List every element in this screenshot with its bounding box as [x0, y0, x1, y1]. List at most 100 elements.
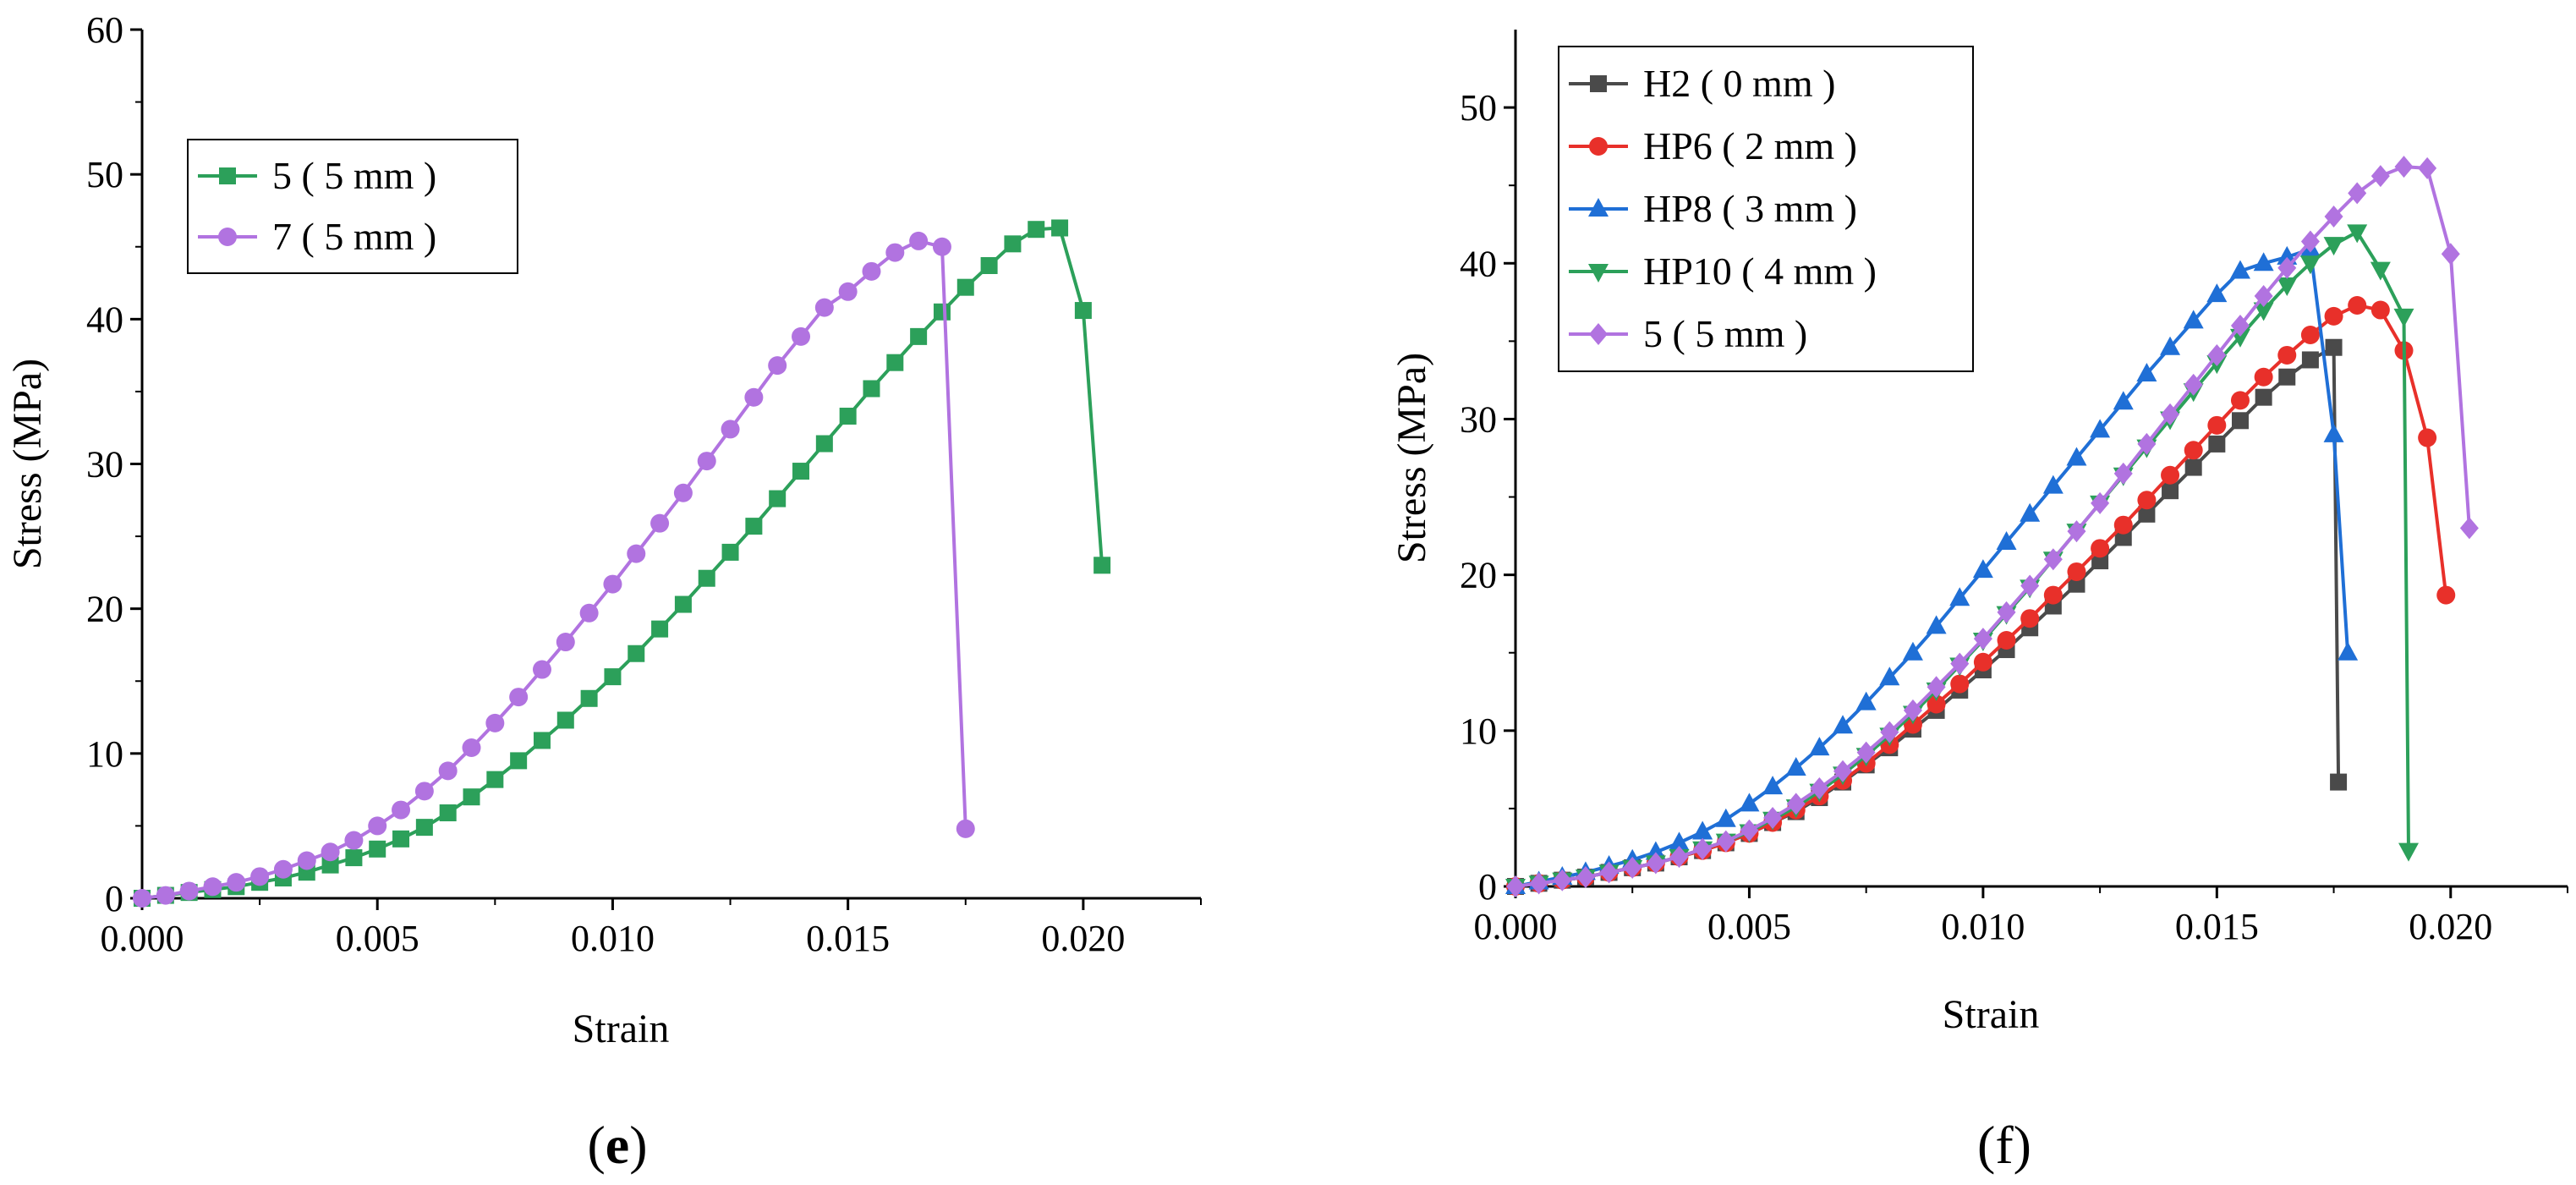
data-point: [1972, 559, 1993, 579]
x-tick-label: 0.005: [336, 918, 419, 959]
data-point: [510, 752, 528, 770]
data-point: [2459, 517, 2479, 540]
data-point: [463, 788, 480, 806]
data-point: [2020, 502, 2041, 522]
data-point: [2184, 441, 2203, 460]
data-point: [2138, 505, 2156, 523]
data-point: [673, 483, 693, 502]
data-point: [321, 856, 339, 874]
data-point: [392, 800, 411, 820]
data-point: [1902, 641, 1923, 661]
x-axis-title: Strain: [1943, 992, 2040, 1037]
data-point: [485, 713, 505, 732]
data-point: [2183, 310, 2204, 329]
data-point: [956, 819, 975, 838]
data-point: [2020, 609, 2040, 628]
data-point: [1879, 667, 1900, 686]
data-point: [2067, 520, 2086, 543]
y-tick-label: 30: [86, 444, 123, 486]
data-point: [2161, 465, 2180, 485]
data-point: [1926, 615, 1947, 634]
data-point: [2254, 284, 2273, 307]
data-point: [1763, 806, 1783, 829]
data-point: [2398, 842, 2420, 862]
data-point: [2324, 206, 2343, 228]
data-point: [1833, 760, 1853, 782]
data-point: [2160, 336, 2181, 355]
data-point: [2278, 368, 2296, 386]
data-point: [863, 380, 880, 398]
data-point: [839, 408, 857, 425]
chart-panel-e: (e) 0 10 20 30 40 50 60 0.000 0.005 0.010 0.015 0.0…: [5, 9, 1202, 1175]
data-point: [1809, 737, 1830, 756]
series-1: [134, 219, 1111, 907]
data-point: [1996, 530, 2017, 550]
data-point: [2020, 574, 2040, 597]
data-point: [792, 463, 810, 480]
data-point: [886, 354, 904, 371]
data-point: [1051, 219, 1069, 237]
data-point: [698, 569, 715, 587]
data-point: [1950, 674, 1970, 694]
data-point: [2090, 419, 2111, 438]
data-point: [792, 326, 811, 346]
data-point: [1786, 793, 1806, 815]
legend-marker: [1589, 323, 1608, 345]
y-tick-label: 50: [86, 154, 123, 195]
data-point: [2113, 515, 2133, 535]
data-point: [721, 543, 739, 561]
data-point: [2325, 338, 2343, 356]
data-point: [1740, 819, 1759, 842]
legend-label: H2 ( 0 mm ): [1643, 62, 1835, 105]
data-point: [628, 645, 645, 662]
y-tick-label: 20: [1460, 555, 1497, 596]
data-point: [1093, 557, 1111, 574]
data-point: [156, 886, 175, 905]
data-point: [2418, 156, 2437, 179]
data-point: [1074, 302, 1092, 320]
data-point: [462, 738, 481, 757]
x-tick-label: 0.005: [1707, 906, 1791, 947]
data-point: [344, 831, 364, 850]
data-point: [980, 257, 998, 275]
data-point: [2348, 182, 2367, 205]
data-point: [2301, 351, 2319, 369]
data-point: [2393, 308, 2414, 327]
data-point: [1950, 652, 1970, 675]
data-point: [1645, 841, 1666, 860]
data-point: [2277, 345, 2297, 365]
series-2: [133, 231, 975, 908]
data-point: [2206, 283, 2228, 303]
x-axis-title: Strain: [573, 1007, 670, 1051]
legend-marker: [1588, 264, 1609, 283]
data-point: [297, 851, 316, 870]
data-point: [2137, 491, 2157, 510]
data-point: [1927, 694, 1946, 714]
data-point: [1716, 830, 1735, 853]
legend-marker: [219, 167, 236, 184]
data-point: [1739, 793, 1760, 812]
data-point: [2253, 302, 2274, 321]
legend-marker: [1590, 75, 1607, 92]
data-point: [2113, 462, 2133, 485]
data-point: [1762, 776, 1784, 795]
data-point: [2161, 403, 2180, 425]
data-point: [651, 620, 669, 638]
x-tick-label: 0.020: [2409, 906, 2492, 947]
data-point: [744, 387, 764, 407]
x-tick-label: 0.000: [101, 918, 184, 959]
legend-label: 5 ( 5 mm ): [1643, 312, 1807, 355]
data-point: [133, 889, 151, 908]
y-axis-title: Stress (MPa): [1389, 353, 1434, 563]
data-point: [2230, 314, 2250, 337]
data-point: [1599, 861, 1619, 884]
y-tick-label: 20: [86, 589, 123, 630]
data-point: [1785, 757, 1806, 776]
x-tick-label: 0.015: [806, 918, 890, 959]
y-axis-title: Stress (MPa): [5, 359, 50, 569]
data-point: [2184, 458, 2202, 476]
data-point: [369, 840, 386, 858]
data-point: [2323, 423, 2344, 442]
data-point: [2441, 243, 2460, 266]
data-point: [2436, 585, 2456, 605]
